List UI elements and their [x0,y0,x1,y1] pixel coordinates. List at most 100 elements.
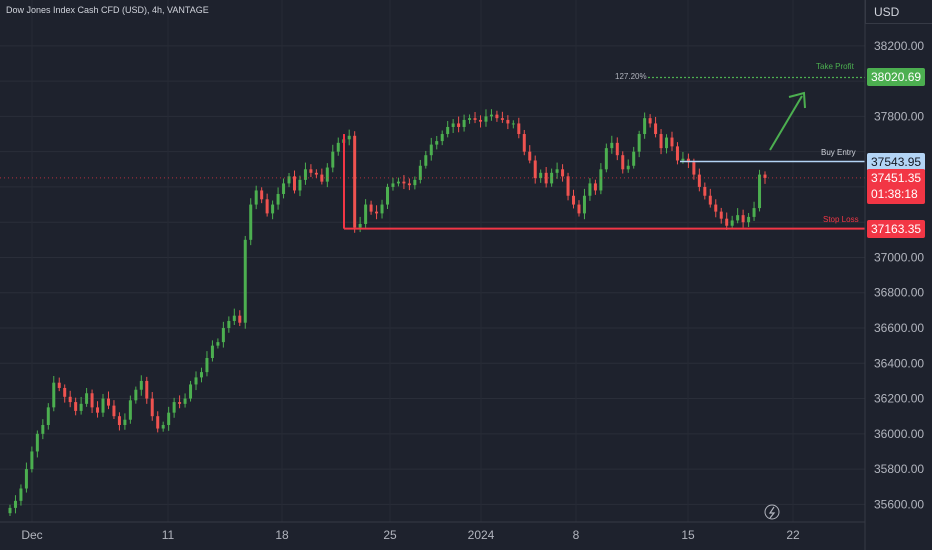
candle-body [336,142,340,152]
candle-body [473,118,477,120]
candle-body [96,407,100,413]
candle-body [265,199,269,214]
candle-body [670,137,674,147]
candle-body [123,419,127,426]
candle-body [276,193,280,205]
candle-body [637,134,641,152]
candle-body [758,174,762,209]
candle-body [703,186,707,196]
up-arrow-icon [769,95,803,151]
candle-body [457,123,461,127]
candle-body [298,179,302,191]
candle-body [260,190,264,200]
candle-body [610,142,614,149]
candle-body [249,204,253,240]
candle-body [358,223,362,228]
chart-drawings [0,76,865,520]
candle-body [539,172,543,179]
last-price-badge: 37451.35 01:38:18 [867,168,926,204]
candle-body [112,405,116,417]
candle-body [495,114,499,119]
candle-body [517,123,521,135]
candle-body [675,146,679,161]
candle-body [232,315,236,321]
candle-body [593,183,597,191]
candle-body [686,158,690,163]
last-price-value: 37451.35 [871,170,922,185]
candle-body [199,372,203,378]
candle-body [364,204,368,224]
candle-body [189,384,193,399]
candle-body [287,176,291,184]
candle-body [325,167,329,182]
candle-body [692,162,696,175]
candle-body [30,451,34,470]
candle-body [566,176,570,196]
candle-body [522,134,526,152]
candle-body [303,169,307,180]
candle-body [292,176,296,191]
x-tick-label: Dec [21,528,42,542]
candle-body [320,174,324,182]
candle-body [659,134,663,149]
candle-body [462,119,466,127]
candle-body [216,342,220,346]
x-tick-label: 15 [681,528,695,542]
candle-body [648,118,652,124]
x-tick-label: 8 [573,528,580,542]
y-tick-label: 36600.00 [874,321,924,335]
candle-body [681,158,685,161]
candle-body [763,174,767,178]
x-tick-label: 25 [383,528,397,542]
candle-body [63,387,67,397]
x-tick-label: 22 [786,528,800,542]
bar-countdown: 01:38:18 [871,186,918,201]
candle-body [85,393,89,404]
candle-body [604,148,608,170]
candle-body [282,183,286,194]
y-tick-label: 37800.00 [874,109,924,123]
candle-body [101,398,105,413]
candle-body [714,204,718,212]
candle-body [561,169,565,177]
candle-body [243,239,247,323]
candle-body [106,398,110,406]
candle-body [386,186,389,205]
candle-body [167,412,171,426]
lightning-icon [764,504,780,520]
candle-body [156,416,160,429]
candle-body [418,165,422,180]
candle-body [550,172,554,184]
candle-body [380,204,384,214]
candle-body [752,208,756,217]
candle-body [708,195,712,205]
candle-body [626,165,630,170]
candle-body [271,204,275,214]
candle-body [128,400,132,420]
candle-body [435,141,439,145]
take-profit-price-badge: 38020.69 [867,68,926,87]
candle-body [577,204,581,214]
candle-body [511,123,515,125]
candle-body [407,183,411,186]
candle-body [314,172,318,175]
candle-body [205,357,209,373]
currency-label[interactable]: USD [865,0,932,24]
candle-body [391,183,395,187]
candle-body [227,320,231,329]
candle-body [347,135,351,140]
candle-body [736,215,740,221]
y-tick-label: 36800.00 [874,286,924,300]
candle-body [161,425,165,429]
candle-body [139,380,143,390]
candle-body [451,123,455,127]
lightning-bolt-icon [768,506,776,519]
candle-body [500,118,504,120]
candle-body [588,183,592,196]
candle-body [79,403,83,411]
candle-body [194,377,198,385]
candle-body [506,119,510,124]
candle-body [210,345,214,358]
